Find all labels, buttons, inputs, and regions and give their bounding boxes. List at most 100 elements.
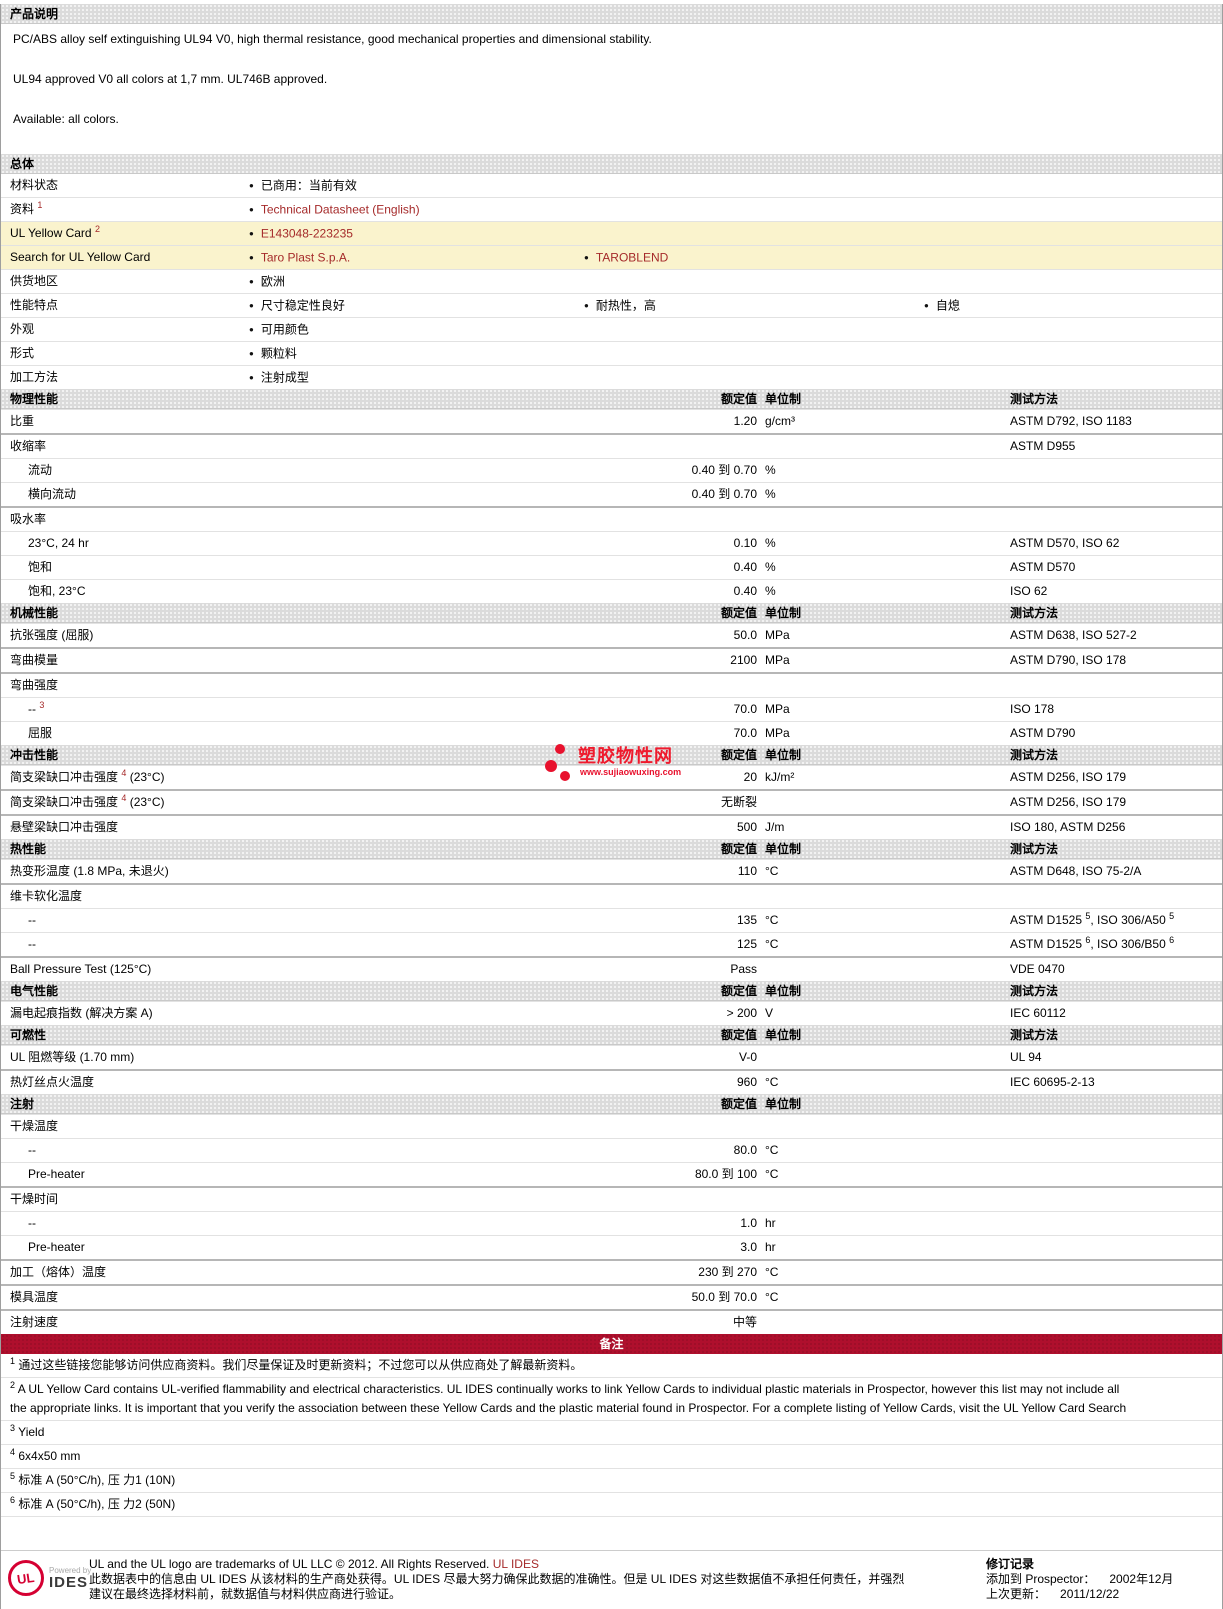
footnote-marker: 1	[10, 1356, 16, 1366]
column-header-value: 额定值	[720, 1097, 757, 1111]
property-value: 110	[737, 864, 757, 878]
property-unit: °C	[765, 1265, 779, 1279]
value-item: ● E143048-223235	[249, 222, 353, 246]
property-label: --	[28, 937, 36, 951]
added-value: 2002年12月	[1109, 1572, 1174, 1586]
property-label: 形式	[10, 346, 35, 360]
property-label: 注射速度	[10, 1315, 59, 1329]
column-header-unit: 单位制	[765, 606, 802, 620]
test-method: ASTM D256, ISO 179	[1010, 795, 1127, 809]
value-item: ● Technical Datasheet (English)	[249, 198, 420, 222]
ul-ides-link[interactable]: UL IDES	[492, 1557, 539, 1571]
property-value: 2100	[730, 653, 757, 667]
section-title: 总体	[10, 157, 35, 171]
note-row: 6 标准 A (50°C/h), 压 力2 (50N)	[1, 1492, 1222, 1516]
property-unit: °C	[765, 1075, 779, 1089]
property-value: 80.0	[733, 1143, 757, 1157]
value-link[interactable]: Technical Datasheet (English)	[260, 202, 420, 217]
table-row: 流动 0.40 到 0.70%	[1, 458, 1222, 482]
property-label: 漏电起痕指数 (解决方案 A)	[10, 1006, 153, 1020]
footnote-marker: 3	[10, 1423, 16, 1433]
value-link[interactable]: E143048-223235	[260, 226, 353, 241]
section-header: 注射 额定值 单位制	[1, 1094, 1222, 1114]
description-paragraph: PC/ABS alloy self extinguishing UL94 V0,…	[13, 32, 652, 46]
value-link[interactable]: TAROBLEND	[595, 250, 669, 265]
section-title: 产品说明	[10, 7, 59, 21]
section-title: 机械性能	[10, 606, 59, 620]
property-label: 热灯丝点火温度	[10, 1075, 95, 1089]
column-header-method: 测试方法	[1010, 748, 1059, 762]
property-label: -- 3	[28, 700, 45, 717]
test-method: ASTM D955	[1010, 439, 1076, 453]
property-label: 屈服	[28, 726, 53, 740]
property-label: Pre-heater	[28, 1240, 85, 1254]
value-item: ● 颗粒料	[249, 342, 297, 366]
property-label: 横向流动	[28, 487, 77, 501]
section-header-general: 总体	[1, 154, 1222, 174]
table-row: Ball Pressure Test (125°C) Pass VDE 0470	[1, 956, 1222, 981]
test-method: ASTM D256, ISO 179	[1010, 770, 1127, 784]
table-row: 横向流动 0.40 到 0.70%	[1, 482, 1222, 506]
test-method: ASTM D790	[1010, 726, 1076, 740]
property-label: --	[28, 913, 36, 927]
value-item: ● 已商用：当前有效	[249, 174, 357, 198]
note-line: the appropriate links. It is important t…	[10, 1401, 1127, 1415]
property-label: --	[28, 1216, 36, 1230]
bullet-icon: ●	[249, 349, 254, 358]
column-header-unit: 单位制	[765, 842, 802, 856]
footnote-marker: 2	[94, 224, 100, 234]
table-row: 外观 ● 可用颜色	[1, 317, 1222, 341]
table-row: 吸水率	[1, 506, 1222, 531]
value-item: ● 自熄	[924, 294, 960, 318]
table-row: Pre-heater 80.0 到 100 °C	[1, 1162, 1222, 1186]
value-text: 已商用：当前有效	[260, 178, 357, 193]
value-item: ● 欧洲	[249, 270, 285, 294]
value-text: 注射成型	[260, 370, 309, 385]
property-label: 干燥时间	[10, 1192, 59, 1206]
property-unit: MPa	[765, 653, 790, 667]
footnote-marker: 4	[10, 1447, 16, 1457]
section-header: 电气性能 额定值 单位制 测试方法	[1, 981, 1222, 1001]
test-method: ISO 62	[1010, 584, 1048, 598]
bullet-icon: ●	[249, 373, 254, 382]
column-header-unit: 单位制	[765, 1028, 802, 1042]
note-row: 4 6x4x50 mm	[1, 1444, 1222, 1468]
disclaimer-line: 建议在最终选择材料前，就数据值与材料供应商进行验证。	[89, 1587, 402, 1601]
revision-added: 添加到 Prospector： 2002年12月	[986, 1572, 1173, 1587]
property-label: 资料 1	[10, 200, 43, 217]
bullet-icon: ●	[249, 253, 254, 262]
footnote-marker: 3	[39, 700, 45, 710]
table-row: 加工方法 ● 注射成型	[1, 365, 1222, 389]
section-header: 机械性能 额定值 单位制 测试方法	[1, 603, 1222, 623]
property-value: 135	[736, 913, 757, 927]
column-header-method: 测试方法	[1010, 1028, 1059, 1042]
footnote-marker: 5	[10, 1471, 16, 1481]
table-row: 注射速度 中等	[1, 1309, 1222, 1334]
section-header: 物理性能 额定值 单位制 测试方法	[1, 389, 1222, 409]
test-method: ASTM D570, ISO 62	[1010, 536, 1120, 550]
table-row: 简支梁缺口冲击强度 4 (23°C) 20 kJ/m² ASTM D256, ISO …	[1, 765, 1222, 789]
test-method: ISO 180, ASTM D256	[1010, 820, 1126, 834]
table-row: 饱和, 23°C 0.40% ISO 62	[1, 579, 1222, 603]
table-row: 干燥时间	[1, 1186, 1222, 1211]
property-label: 抗张强度 (屈服)	[10, 628, 94, 642]
table-row: -- 80.0 °C	[1, 1138, 1222, 1162]
property-value: 0.40	[733, 584, 757, 598]
watermark-dot-icon	[545, 760, 557, 772]
property-value: 500	[736, 820, 757, 834]
property-unit: %	[765, 584, 776, 598]
property-value: 3.0	[740, 1240, 757, 1254]
ul-logo-icon: UL	[8, 1560, 44, 1596]
section-title: 热性能	[10, 842, 47, 856]
property-value: 中等	[732, 1315, 757, 1329]
column-header-value: 额定值	[720, 984, 757, 998]
value-link[interactable]: Taro Plast S.p.A.	[260, 250, 351, 265]
property-unit: °C	[765, 937, 779, 951]
column-header-unit: 单位制	[765, 392, 802, 406]
table-row: -- 135 °C ASTM D1525 5, ISO 306/A50 5	[1, 908, 1222, 932]
property-unit: V	[765, 1006, 774, 1020]
value-item: ● TAROBLEND	[584, 246, 668, 270]
note-line: 2 A UL Yellow Card contains UL-verified …	[10, 1380, 1120, 1397]
property-value: 0.40 到 0.70	[691, 487, 757, 501]
property-label: 供货地区	[10, 274, 59, 288]
